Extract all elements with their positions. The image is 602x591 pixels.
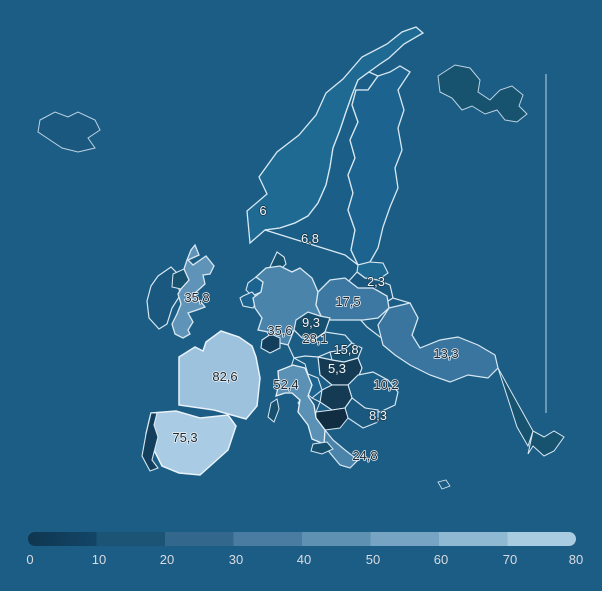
svg-text:60: 60 xyxy=(434,552,448,567)
svg-text:2,3: 2,3 xyxy=(367,274,385,289)
svg-text:82,6: 82,6 xyxy=(212,369,237,384)
svg-text:10: 10 xyxy=(92,552,106,567)
svg-text:24,8: 24,8 xyxy=(352,448,377,463)
svg-text:52,4: 52,4 xyxy=(273,377,298,392)
svg-text:6,8: 6,8 xyxy=(301,231,319,246)
svg-text:50: 50 xyxy=(366,552,380,567)
svg-text:28,1: 28,1 xyxy=(302,331,327,346)
svg-text:70: 70 xyxy=(503,552,517,567)
svg-text:15,8: 15,8 xyxy=(333,342,358,357)
svg-text:9,3: 9,3 xyxy=(302,315,320,330)
svg-text:75,3: 75,3 xyxy=(172,430,197,445)
svg-text:10,2: 10,2 xyxy=(373,377,398,392)
svg-text:13,3: 13,3 xyxy=(433,346,458,361)
svg-text:35,8: 35,8 xyxy=(184,290,209,305)
svg-text:5,3: 5,3 xyxy=(328,361,346,376)
svg-text:35,6: 35,6 xyxy=(267,323,292,338)
svg-text:40: 40 xyxy=(297,552,311,567)
svg-text:80: 80 xyxy=(569,552,583,567)
svg-text:20: 20 xyxy=(160,552,174,567)
svg-text:30: 30 xyxy=(229,552,243,567)
svg-text:17,5: 17,5 xyxy=(335,294,360,309)
svg-text:8,3: 8,3 xyxy=(369,408,387,423)
svg-text:0: 0 xyxy=(26,552,33,567)
svg-text:6: 6 xyxy=(259,203,266,218)
